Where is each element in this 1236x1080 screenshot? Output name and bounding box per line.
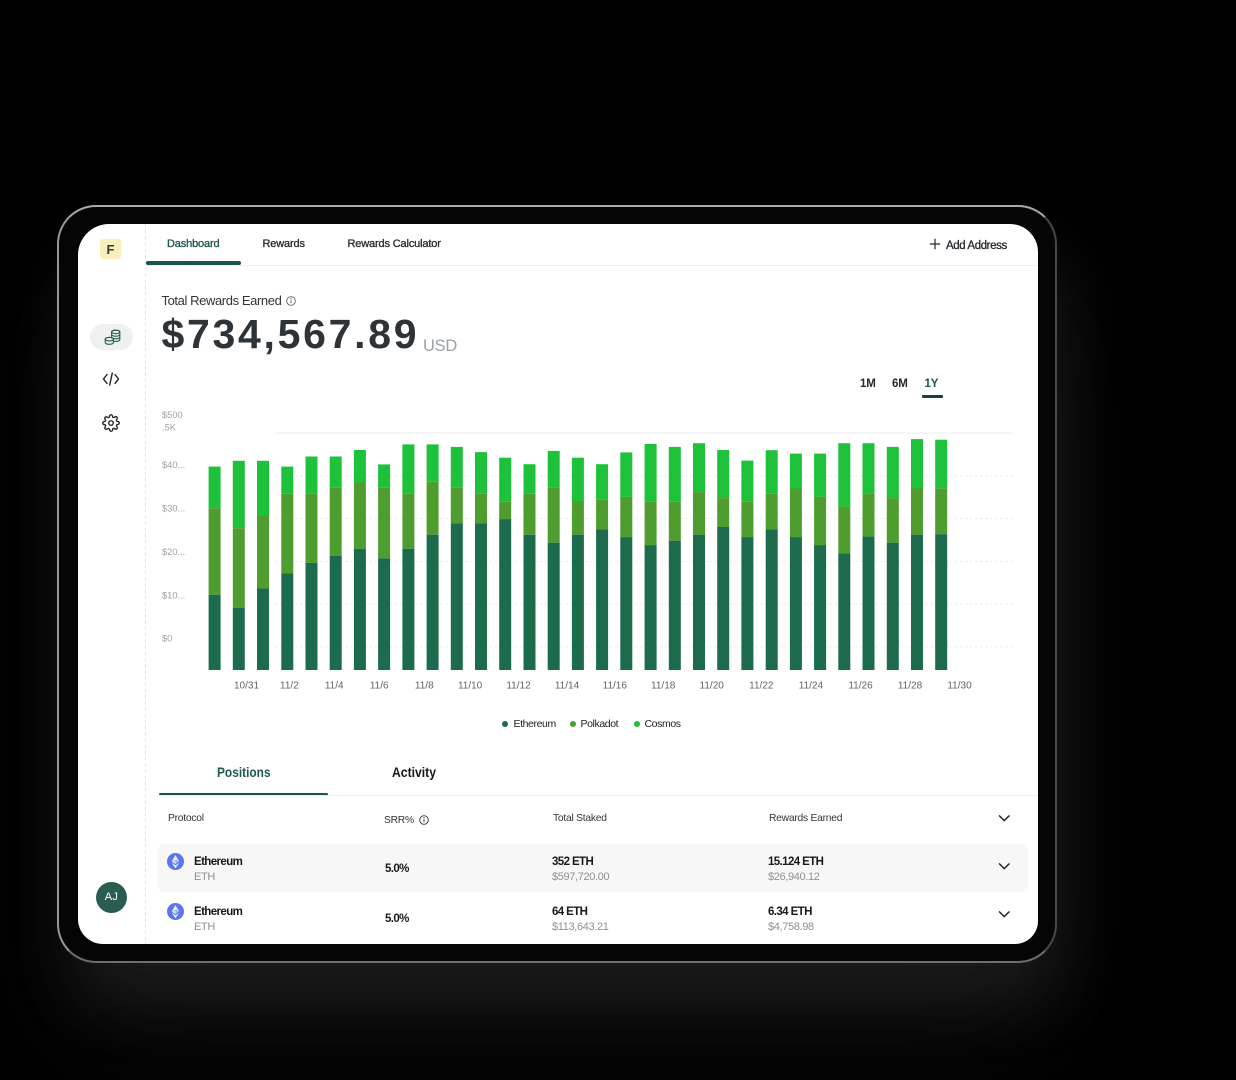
svg-text:11/22: 11/22 (749, 681, 774, 692)
svg-text:$20...: $20... (162, 547, 185, 557)
svg-text:11/18: 11/18 (651, 681, 676, 692)
svg-text:.5K: .5K (162, 423, 177, 433)
svg-text:11/2: 11/2 (280, 681, 299, 692)
svg-text:10/31: 10/31 (234, 681, 259, 692)
svg-text:11/16: 11/16 (603, 681, 628, 692)
svg-text:$30...: $30... (162, 504, 185, 514)
svg-text:11/12: 11/12 (506, 681, 531, 692)
svg-text:11/14: 11/14 (555, 681, 580, 692)
svg-text:$500: $500 (162, 410, 183, 420)
svg-text:11/8: 11/8 (415, 681, 434, 692)
svg-text:11/24: 11/24 (799, 681, 824, 692)
svg-text:11/10: 11/10 (458, 681, 483, 692)
svg-text:11/6: 11/6 (370, 681, 389, 692)
svg-text:$0: $0 (162, 634, 172, 644)
svg-text:$40...: $40... (162, 460, 185, 470)
svg-text:11/30: 11/30 (947, 681, 972, 692)
svg-text:11/4: 11/4 (325, 681, 344, 692)
svg-text:11/28: 11/28 (898, 681, 923, 692)
svg-text:11/26: 11/26 (848, 681, 873, 692)
svg-text:11/20: 11/20 (700, 681, 725, 692)
svg-text:$10...: $10... (162, 591, 185, 601)
